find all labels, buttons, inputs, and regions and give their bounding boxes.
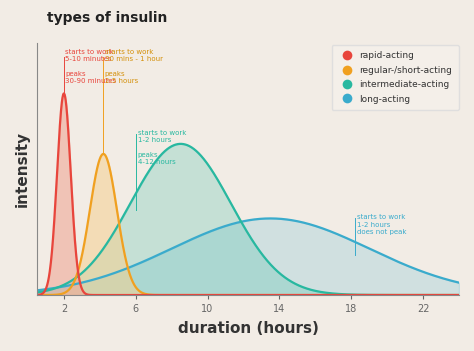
Text: starts to work
5-10 minutes

peaks
30-90 minutes: starts to work 5-10 minutes peaks 30-90 … [65, 49, 117, 84]
Text: starts to work
30 mins - 1 hour

peaks
2-5 hours: starts to work 30 mins - 1 hour peaks 2-… [105, 49, 163, 84]
Text: types of insulin: types of insulin [47, 11, 168, 25]
X-axis label: duration (hours): duration (hours) [178, 321, 319, 336]
Text: starts to work
1-2 hours

peaks
4-12 hours: starts to work 1-2 hours peaks 4-12 hour… [137, 130, 186, 165]
Text: starts to work
1-2 hours
does not peak: starts to work 1-2 hours does not peak [356, 214, 406, 235]
Y-axis label: intensity: intensity [15, 131, 30, 207]
Legend: rapid-acting, regular-/short-acting, intermediate-acting, long-acting: rapid-acting, regular-/short-acting, int… [331, 45, 459, 110]
